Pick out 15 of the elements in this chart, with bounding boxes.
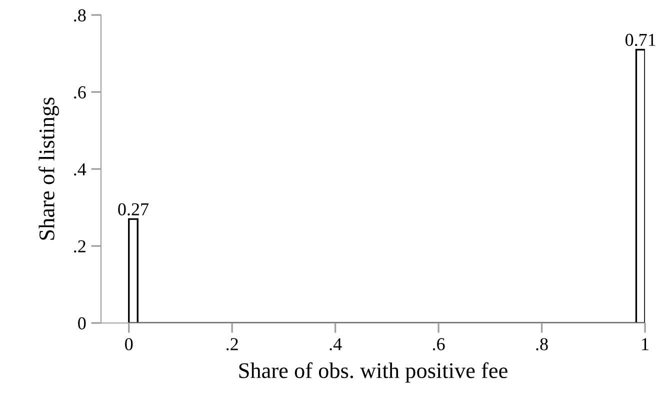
- data-label: 0.27: [118, 203, 149, 216]
- x-tick-label: .2: [226, 338, 238, 350]
- x-tick-label: 0: [125, 338, 133, 350]
- y-tick-label: 0: [78, 317, 86, 330]
- y-tick-label: .8: [74, 9, 86, 22]
- y-tick-label: .6: [74, 86, 86, 99]
- x-axis-title: Share of obs. with positive fee: [239, 362, 508, 383]
- x-tick-label: .4: [330, 338, 342, 350]
- y-tick-label: .4: [74, 163, 86, 176]
- x-tick-label: 1: [642, 338, 648, 350]
- x-tick-label: .8: [536, 338, 548, 350]
- y-axis-title: Share of listings: [38, 98, 59, 240]
- y-tick-label: .2: [74, 240, 86, 253]
- data-label: 0.71: [626, 34, 656, 46]
- x-tick-label: .6: [432, 338, 445, 350]
